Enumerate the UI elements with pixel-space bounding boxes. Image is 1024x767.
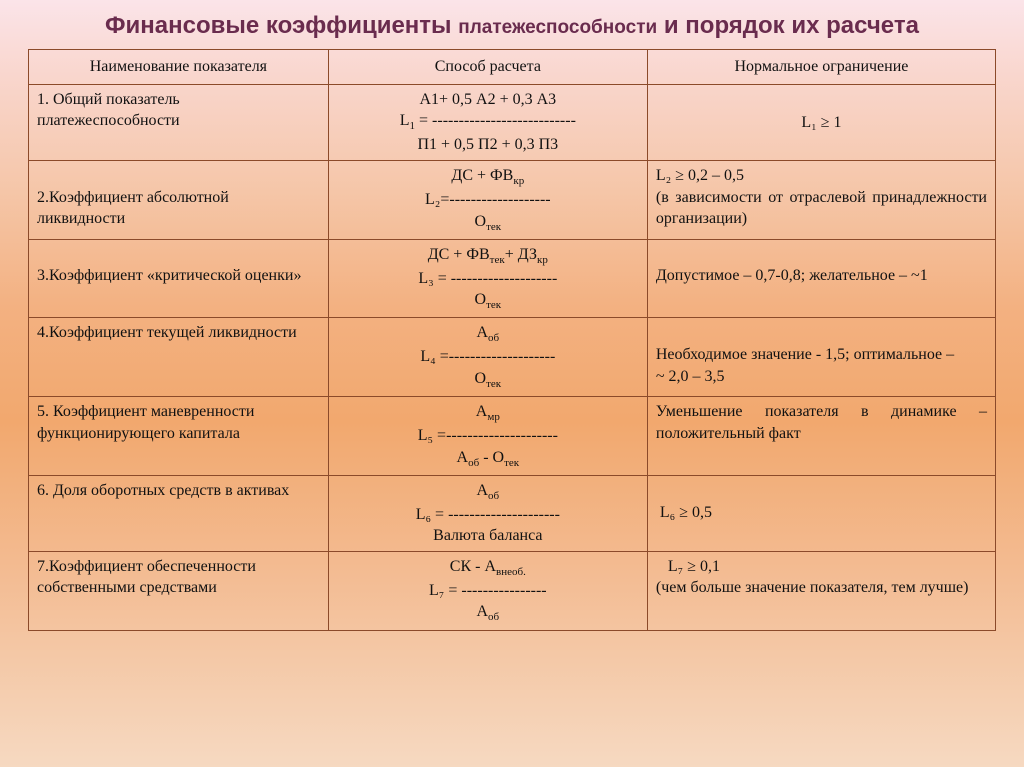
r3-top: ДС + ФВтек+ ДЗкр: [337, 244, 639, 268]
table-row: 3.Коэффициент «критической оценки» ДС + …: [29, 239, 996, 318]
row4-limit: Необходимое значение - 1,5; оптимальное …: [647, 318, 995, 397]
row1-limit: L₁ ≥ 1: [647, 84, 995, 160]
table-row: 4.Коэффициент текущей ликвидности Аоб L₄…: [29, 318, 996, 397]
row3-formula: ДС + ФВтек+ ДЗкр L₃ = ------------------…: [328, 239, 647, 318]
r3-bot: Отек: [337, 289, 639, 313]
table-row: 7.Коэффициент обеспеченности собственным…: [29, 551, 996, 630]
header-name: Наименование показателя: [29, 50, 329, 85]
table-row: 2.Коэффициент абсолютной ликвидности ДС …: [29, 161, 996, 240]
row7-name: 7.Коэффициент обеспеченности собственным…: [29, 551, 329, 630]
r7-top: СК - Авнеоб.: [337, 556, 639, 580]
title-part3: и порядок их расчета: [664, 12, 919, 39]
row5-limit: Уменьшение показателя в динамике – полож…: [647, 396, 995, 475]
r2-top: ДС + ФВкр: [337, 165, 639, 189]
table-row: 6. Доля оборотных средств в активах Аоб …: [29, 475, 996, 551]
r4-top: Аоб: [337, 322, 639, 346]
r1-bot: П1 + 0,5 П2 + 0,3 П3: [337, 134, 639, 156]
r1-mid: L1 = ---------------------------: [337, 110, 639, 134]
r4-bot: Отек: [337, 368, 639, 392]
row1-formula: А1+ 0,5 А2 + 0,3 А3 L1 = ---------------…: [328, 84, 647, 160]
row6-limit: L₆ ≥ 0,5: [647, 475, 995, 551]
r3-mid: L₃ = --------------------: [337, 268, 639, 290]
page-title: Финансовые коэффициенты платежеспособнос…: [28, 10, 996, 41]
row6-formula: Аоб L₆ = --------------------- Валюта ба…: [328, 475, 647, 551]
row7-formula: СК - Авнеоб. L₇ = ---------------- Аоб: [328, 551, 647, 630]
row7-limit: L₇ ≥ 0,1 (чем больше значение показателя…: [647, 551, 995, 630]
row2-limit: L₂ ≥ 0,2 – 0,5 (в зависимости от отрасле…: [647, 161, 995, 240]
r4-mid: L₄ =--------------------: [337, 346, 639, 368]
header-formula: Способ расчета: [328, 50, 647, 85]
row5-formula: Амр L₅ =--------------------- Аоб - Отек: [328, 396, 647, 475]
row5-name: 5. Коэффициент маневренности функциониру…: [29, 396, 329, 475]
title-part1: Финансовые коэффициенты: [105, 12, 452, 39]
r6-bot: Валюта баланса: [337, 525, 639, 547]
row4-name: 4.Коэффициент текущей ликвидности: [29, 318, 329, 397]
r1-top: А1+ 0,5 А2 + 0,3 А3: [337, 89, 639, 111]
header-limit: Нормальное ограничение: [647, 50, 995, 85]
r2-mid: L₂=-------------------: [337, 189, 639, 211]
ratios-table: Наименование показателя Способ расчета Н…: [28, 49, 996, 630]
table-row: 1. Общий показатель платежеспособности А…: [29, 84, 996, 160]
row3-limit: Допустимое – 0,7-0,8; желательное – ~1: [647, 239, 995, 318]
row6-name: 6. Доля оборотных средств в активах: [29, 475, 329, 551]
row1-name: 1. Общий показатель платежеспособности: [29, 84, 329, 160]
title-part2: платежеспособности: [458, 17, 657, 38]
table-header-row: Наименование показателя Способ расчета Н…: [29, 50, 996, 85]
table-row: 5. Коэффициент маневренности функциониру…: [29, 396, 996, 475]
r2-bot: Отек: [337, 211, 639, 235]
row3-name: 3.Коэффициент «критической оценки»: [29, 239, 329, 318]
row2-name: 2.Коэффициент абсолютной ликвидности: [29, 161, 329, 240]
r5-mid: L₅ =---------------------: [337, 425, 639, 447]
r7-mid: L₇ = ----------------: [337, 580, 639, 602]
r5-top: Амр: [337, 401, 639, 425]
r6-top: Аоб: [337, 480, 639, 504]
row2-formula: ДС + ФВкр L₂=------------------- Отек: [328, 161, 647, 240]
r7-bot: Аоб: [337, 601, 639, 625]
r6-mid: L₆ = ---------------------: [337, 504, 639, 526]
row4-formula: Аоб L₄ =-------------------- Отек: [328, 318, 647, 397]
r5-bot: Аоб - Отек: [337, 447, 639, 471]
